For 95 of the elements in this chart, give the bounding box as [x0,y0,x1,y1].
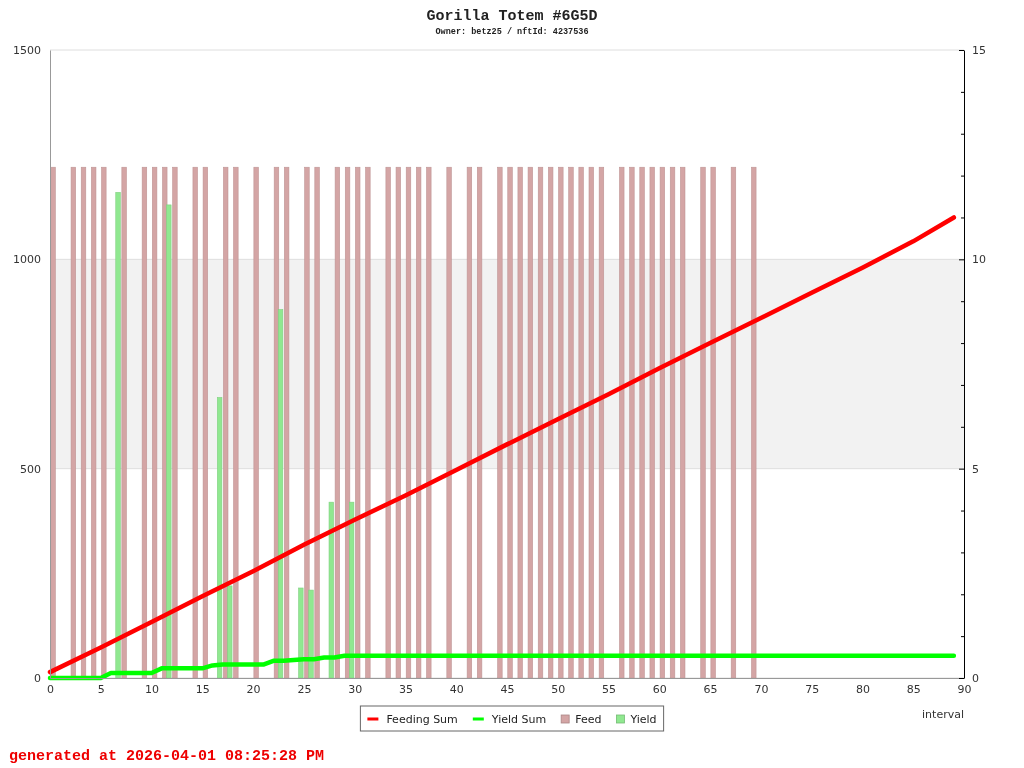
bar [365,166,371,679]
bar [558,166,564,679]
bar [629,166,635,679]
x-tick-label: 35 [398,682,413,696]
bar [385,166,391,679]
bar [466,166,473,679]
bar [314,166,320,679]
bar [598,166,605,679]
x-tick-label: 25 [297,682,312,696]
bar [304,166,310,679]
bar [649,166,655,679]
y-tick-label: 500 [20,462,41,476]
x-tick-label: 75 [805,682,820,696]
bar [284,166,290,679]
line-series [47,215,957,675]
x-tick-label: 50 [551,682,566,696]
x-tick-label: 0 [47,682,54,696]
y2-tick-label: 10 [972,253,986,267]
chart-title: Gorilla Totem #6G5D [426,8,598,25]
bar [227,585,233,679]
bar [507,166,513,679]
x-tick-label: 85 [906,682,921,696]
bar [568,166,574,679]
x-tick-label: 20 [246,682,261,696]
bar [334,166,340,679]
bar [80,166,87,679]
x-tick-label: 5 [97,682,105,696]
x-tick-label: 10 [145,682,160,696]
y-tick-label: 1500 [13,44,41,58]
bar [233,166,239,679]
bar [700,166,706,679]
bar [223,166,229,679]
y-tick-label: 1000 [13,253,41,267]
bar [70,166,76,679]
bar [308,589,314,679]
bar [50,166,56,679]
bar [121,166,127,679]
bar [152,166,158,679]
bar [578,166,584,679]
x-tick-label: 80 [855,682,870,696]
bar [172,166,178,679]
bar [446,166,452,679]
y-tick-label: 0 [34,672,41,686]
x-tick-label: 40 [449,682,464,696]
x-tick-label: 55 [602,682,617,696]
chart-subtitle: Owner: betz25 / nftId: 4237536 [435,27,589,37]
legend-label: Feeding Sum [386,713,458,726]
x-axis-title: interval [922,708,964,721]
legend-label: Feed [575,713,602,726]
bar [619,166,625,679]
x-tick-label: 70 [754,682,769,696]
bar [659,166,665,679]
bar [166,204,172,679]
bar [751,166,757,679]
y2-tick-label: 5 [972,462,979,476]
bar [277,309,284,679]
x-tick-label: 30 [348,682,363,696]
bar [355,166,361,679]
bar [680,166,686,679]
bar [141,166,148,679]
bar [710,166,716,679]
legend-label: Yield [629,713,657,726]
bar [730,166,737,679]
y2-tick-label: 0 [972,672,979,686]
x-tick-label: 15 [195,682,210,696]
bar [395,166,401,679]
bar [639,166,645,679]
bar [328,501,334,679]
bar [669,166,676,679]
legend-label: Yield Sum [490,713,547,726]
x-tick-label: 45 [500,682,515,696]
bar [115,192,121,679]
y2-tick-label: 15 [972,44,986,58]
bar [517,166,523,679]
x-tick-label: 90 [957,682,972,696]
bar [588,166,594,679]
bar [192,166,198,679]
bar [416,166,422,679]
bar [537,166,544,679]
bar [477,166,483,679]
bar [91,166,97,679]
bar [527,166,533,679]
bar [497,166,503,679]
bar [426,166,432,679]
text: generated at 2026-04-01 08:25:28 PM [9,748,325,765]
bar [405,166,412,679]
x-tick-label: 60 [652,682,667,696]
line-series [47,653,957,681]
bar [217,397,223,679]
bar [548,166,554,679]
bar [202,166,208,679]
bar [298,587,304,679]
bar [349,501,355,679]
x-tick-label: 65 [703,682,718,696]
bar [253,166,259,679]
